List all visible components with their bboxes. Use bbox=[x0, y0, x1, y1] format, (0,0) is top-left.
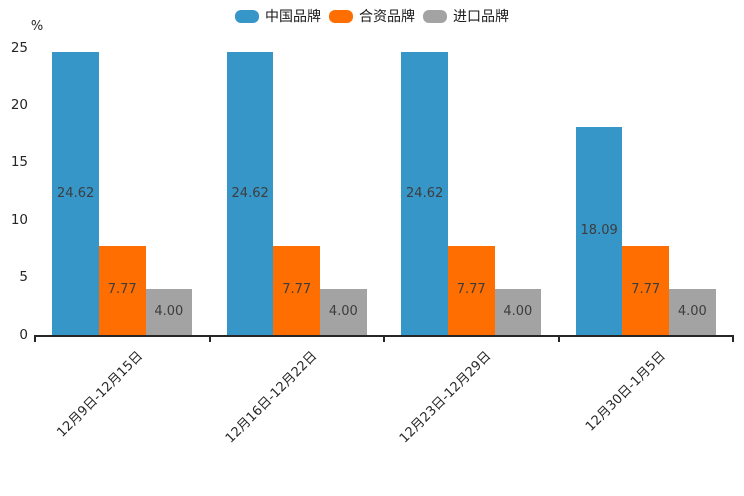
legend-label: 进口品牌 bbox=[453, 9, 509, 25]
bar-value-label: 7.77 bbox=[456, 282, 486, 298]
bar-value-label: 24.62 bbox=[57, 185, 95, 201]
bar-value-label: 4.00 bbox=[154, 304, 184, 320]
x-tick-mark bbox=[557, 336, 560, 342]
legend-label: 合资品牌 bbox=[359, 9, 415, 25]
x-category-label: 12月16日-12月22日 bbox=[222, 348, 321, 447]
bar-series1-cat2[interactable] bbox=[226, 52, 274, 335]
x-tick-mark bbox=[34, 336, 36, 342]
bar-value-label: 18.09 bbox=[580, 223, 618, 239]
bar-series3-cat1[interactable] bbox=[145, 289, 193, 335]
legend-swatch-icon bbox=[329, 9, 353, 23]
bar-value-label: 7.77 bbox=[631, 282, 661, 298]
y-tick-label: 25 bbox=[10, 39, 28, 56]
bar-value-label: 7.77 bbox=[107, 282, 137, 298]
legend: 中国品牌 合资品牌 进口品牌 bbox=[0, 7, 744, 25]
bar-series2-cat1[interactable] bbox=[98, 245, 146, 335]
bar-series3-cat2[interactable] bbox=[320, 289, 367, 335]
bar-series1-cat1[interactable] bbox=[52, 52, 99, 335]
legend-swatch-icon bbox=[423, 9, 447, 23]
bar-series2-cat4[interactable] bbox=[622, 245, 670, 335]
x-category-label: 12月30日-1月5日 bbox=[583, 348, 670, 435]
legend-swatch-icon bbox=[235, 9, 259, 23]
legend-item-3[interactable]: 进口品牌 bbox=[423, 6, 509, 26]
bar-series3-cat4[interactable] bbox=[669, 289, 716, 335]
legend-item-1[interactable]: 中国品牌 bbox=[235, 6, 321, 26]
bar-value-label: 4.00 bbox=[328, 304, 358, 320]
x-tick-mark bbox=[383, 336, 385, 342]
bar-series3-cat3[interactable] bbox=[494, 289, 542, 335]
x-category-label: 12月23日-12月29日 bbox=[397, 348, 495, 447]
y-axis-unit-label: % bbox=[30, 19, 44, 34]
bar-series1-cat4[interactable] bbox=[575, 127, 623, 335]
bar-series2-cat2[interactable] bbox=[273, 245, 321, 335]
bar-value-label: 4.00 bbox=[677, 304, 707, 320]
y-tick-label: 5 bbox=[19, 269, 28, 286]
bar-value-label: 4.00 bbox=[503, 304, 533, 320]
x-category-label: 12月9日-12月15日 bbox=[54, 348, 146, 441]
x-tick-mark bbox=[732, 336, 734, 342]
y-tick-label: 20 bbox=[10, 96, 28, 113]
legend-label: 中国品牌 bbox=[265, 9, 321, 25]
y-tick-label: 10 bbox=[10, 211, 28, 228]
bar-value-label: 7.77 bbox=[282, 282, 312, 298]
x-tick-mark bbox=[208, 336, 211, 342]
y-tick-label: 15 bbox=[10, 154, 28, 171]
bar-series1-cat3[interactable] bbox=[401, 52, 448, 335]
legend-item-2[interactable]: 合资品牌 bbox=[329, 6, 415, 26]
bar-series2-cat3[interactable] bbox=[447, 245, 495, 335]
y-tick-label: 0 bbox=[19, 326, 28, 343]
bar-value-label: 24.62 bbox=[231, 185, 269, 201]
bar-value-label: 24.62 bbox=[406, 185, 444, 201]
